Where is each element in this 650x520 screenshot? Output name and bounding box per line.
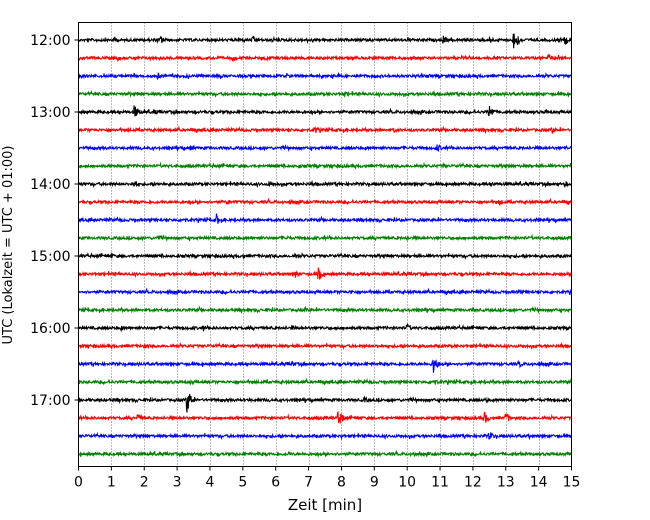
x-tick-label: 6: [271, 475, 280, 491]
y-axis-label: UTC (Lokalzeit = UTC + 01:00): [1, 146, 16, 345]
plot-frame: [78, 22, 572, 467]
trace-line: [78, 449, 572, 458]
trace-line: [77, 33, 572, 49]
y-tick-label: 12:00: [30, 33, 70, 49]
x-tick-label: 8: [337, 475, 346, 491]
trace-line: [78, 197, 572, 206]
x-tick-label: 15: [563, 475, 581, 491]
trace-line: [77, 233, 572, 243]
trace-line: [77, 287, 572, 296]
trace-line: [77, 213, 572, 224]
y-tick-label: 13:00: [30, 105, 70, 121]
trace-line: [77, 323, 572, 333]
y-tick-label: 17:00: [30, 393, 70, 409]
x-tick-label: 10: [398, 475, 416, 491]
trace-line: [78, 359, 572, 373]
trace-line: [78, 53, 572, 63]
trace-line: [78, 267, 573, 280]
x-tick-label: 14: [530, 475, 548, 491]
trace-line: [78, 410, 573, 424]
trace-line: [78, 377, 573, 386]
x-tick-label: 2: [140, 475, 149, 491]
x-tick-label: 4: [206, 475, 215, 491]
trace-line: [78, 251, 572, 260]
trace-line: [78, 393, 572, 413]
trace-line: [78, 179, 572, 189]
trace-line: [77, 305, 573, 315]
seismogram-traces: [77, 33, 573, 458]
x-tick-label: 0: [74, 475, 83, 491]
trace-line: [77, 71, 572, 81]
x-tick-label: 5: [238, 475, 247, 491]
y-tick-label: 15:00: [30, 249, 70, 265]
x-tick-label: 12: [464, 475, 482, 491]
trace-line: [78, 125, 572, 135]
trace-line: [77, 105, 573, 117]
x-tick-label: 1: [107, 475, 116, 491]
x-tick-label: 9: [370, 475, 379, 491]
x-tick-label: 7: [304, 475, 313, 491]
vertical-grid: [111, 22, 540, 467]
x-axis: 0 1 2 3 4 5 6 7 8 9 10 11 12 13 14 15: [74, 466, 581, 491]
x-tick-label: 11: [431, 475, 449, 491]
x-tick-label: 13: [497, 475, 515, 491]
y-tick-label: 14:00: [30, 177, 70, 193]
trace-line: [78, 431, 572, 441]
y-axis: 12:00 13:00 14:00 15:00 16:00 17:00: [30, 33, 79, 409]
y-tick-label: 16:00: [30, 321, 70, 337]
x-tick-label: 3: [173, 475, 182, 491]
trace-line: [77, 144, 572, 153]
trace-line: [78, 341, 572, 351]
trace-line: [77, 161, 572, 170]
x-axis-label: Zeit [min]: [288, 496, 362, 514]
trace-line: [78, 89, 573, 99]
